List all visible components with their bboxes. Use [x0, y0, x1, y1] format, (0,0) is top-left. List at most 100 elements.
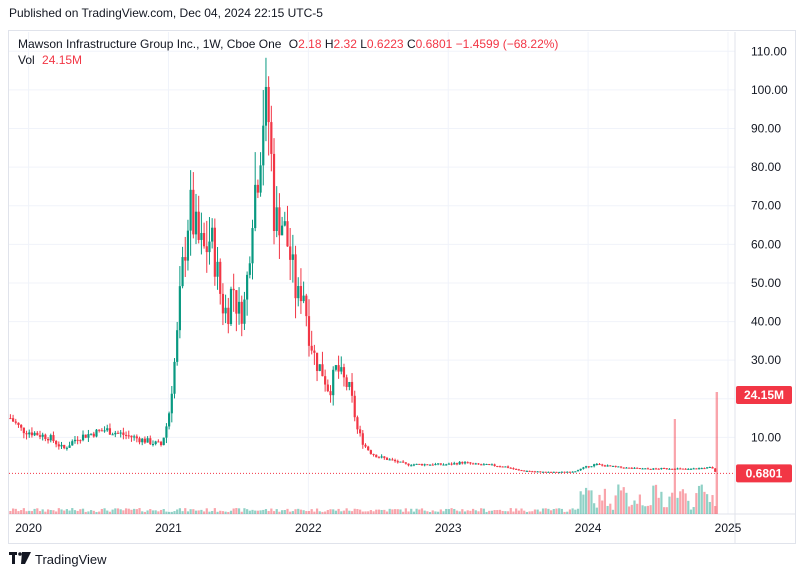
volume-bar	[428, 511, 432, 514]
candle-body	[466, 462, 469, 464]
volume-bar	[289, 511, 292, 514]
volume-bar	[267, 510, 270, 514]
volume-bar	[622, 487, 625, 514]
volume-bar	[471, 508, 475, 514]
candle-body	[342, 367, 346, 378]
chart-frame[interactable]	[8, 30, 796, 544]
volume-bar	[684, 493, 687, 514]
candle-body	[170, 393, 173, 414]
volume-bar	[367, 511, 370, 514]
volume-bar	[68, 510, 71, 514]
candle-body	[544, 471, 547, 473]
volume-bar	[574, 509, 577, 514]
candle-body	[264, 86, 268, 126]
candle-body	[38, 435, 42, 437]
candle-body	[181, 257, 184, 287]
candle-body	[103, 430, 106, 432]
low-value: 0.6223	[366, 37, 404, 51]
volume-bar	[601, 500, 604, 514]
candle-body	[552, 471, 555, 473]
volume-bar	[641, 505, 644, 514]
volume-bar	[243, 508, 246, 514]
volume-bar	[606, 505, 609, 514]
candle-body	[71, 441, 74, 446]
volume-bar	[313, 511, 316, 514]
candle-body	[671, 468, 674, 470]
candle-body	[512, 468, 515, 470]
volume-bar	[490, 510, 494, 514]
candle-body	[135, 436, 138, 439]
volume-bar	[431, 510, 434, 514]
candle-body	[334, 365, 337, 370]
volume-bar	[122, 510, 125, 514]
candle-body	[665, 468, 668, 470]
candle-body	[533, 471, 537, 473]
volume-bar	[609, 503, 612, 514]
candle-body	[294, 254, 297, 299]
volume-bar	[197, 510, 200, 514]
open-label: O	[288, 37, 299, 51]
volume-bar	[186, 511, 190, 514]
volume-bar	[73, 510, 77, 514]
candle-body	[636, 467, 639, 469]
candle-body	[703, 468, 706, 470]
volume-bar	[657, 497, 660, 514]
candle-body	[482, 464, 485, 466]
volume-bar	[377, 509, 381, 514]
candle-body	[356, 417, 359, 430]
volume-bar	[404, 508, 407, 514]
volume-bar	[340, 511, 343, 514]
candle-body	[149, 438, 152, 445]
y-tick-label: 70.00	[751, 199, 781, 213]
volume-bar	[20, 510, 23, 514]
candle-body	[168, 413, 171, 427]
volume-bar	[558, 508, 561, 514]
volume-bar	[237, 508, 241, 514]
candle-body	[221, 293, 225, 314]
candle-body	[41, 434, 44, 437]
candle-body	[393, 459, 397, 462]
volume-bar	[501, 510, 504, 514]
volume-bar	[348, 510, 351, 514]
volume-bar	[310, 509, 313, 514]
candle-body	[270, 122, 273, 154]
volume-bar	[388, 508, 391, 514]
candle-body	[246, 274, 249, 300]
volume-bar	[90, 510, 93, 514]
candle-body	[73, 439, 77, 442]
volume-row: Vol 24.15M	[18, 52, 558, 68]
candle-body	[151, 444, 155, 446]
volume-bar	[146, 510, 149, 514]
candle-body	[302, 295, 305, 302]
tradingview-logo-icon[interactable]	[9, 552, 31, 567]
candle-body	[676, 468, 679, 470]
footer-brand[interactable]: TradingView	[35, 552, 107, 567]
candle-body	[450, 463, 453, 465]
volume-bar	[474, 510, 477, 514]
candle-body	[194, 211, 198, 235]
volume-bar	[520, 508, 523, 514]
candle-body	[98, 429, 101, 431]
volume-bar	[87, 511, 90, 514]
symbol-title[interactable]: Mawson Infrastructure Group Inc., 1W, Cb…	[18, 37, 282, 51]
candle-body	[178, 286, 181, 331]
candle-body	[280, 225, 284, 236]
volume-bar	[359, 509, 362, 514]
volume-bar	[515, 508, 518, 514]
volume-bar	[36, 508, 39, 514]
candle-body	[278, 207, 281, 236]
volume-bar	[692, 507, 695, 514]
volume-bar	[305, 511, 308, 514]
candle-body	[437, 463, 440, 465]
candle-body	[211, 227, 214, 242]
volume-bar	[318, 511, 321, 514]
candle-body	[428, 464, 432, 466]
volume-bar	[453, 508, 456, 514]
candle-body	[106, 428, 109, 431]
candle-body	[227, 307, 230, 325]
candle-body	[531, 471, 534, 473]
candle-body	[550, 471, 553, 473]
volume-bar	[399, 509, 402, 514]
volume-bar	[528, 511, 531, 514]
